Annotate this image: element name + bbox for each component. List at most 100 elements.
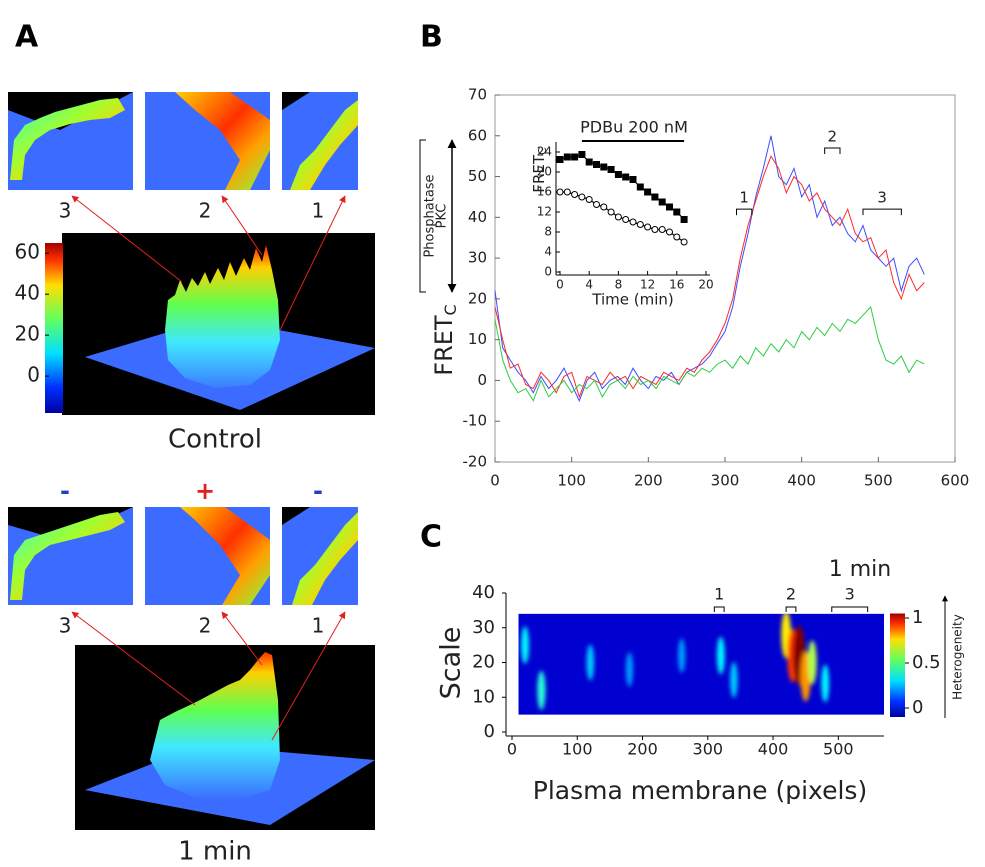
y-tick-label: 8 [544,225,552,239]
marker-circle [629,218,637,226]
marker-circle [680,238,688,246]
zoom-label: 3 [59,199,72,223]
y-tick-label: 30 [468,249,487,267]
marker-circle [614,213,622,221]
y-tick-label: 16 [537,185,552,199]
x-tick-label: 400 [787,472,816,490]
y-tick-label: 0 [544,265,552,279]
y-tick-label: 20 [472,652,495,673]
marker-square [622,173,630,181]
y-tick-label: 40 [472,582,495,603]
annotation: 2 [828,128,838,146]
annotation-bracket [862,208,902,216]
marker-square [680,216,688,223]
marker-circle [636,221,644,228]
series-line [494,155,925,399]
marker-square [644,188,652,196]
x-tick-label: 12 [640,278,655,292]
marker-square [578,151,586,158]
y-tick-label: 20 [537,165,552,179]
marker-circle [563,188,571,196]
y-tick-label: -10 [463,412,488,430]
colorbar-tick-label: 40 [15,281,40,305]
side-label: PKC [435,204,450,229]
marker-square [556,156,564,163]
marker-square [629,176,637,183]
side-label: Phosphatase [423,174,438,257]
heat-spot [521,626,529,664]
y-tick-label: 40 [468,208,487,226]
marker-circle [600,203,608,211]
colorbar-tick-label: 60 [15,240,40,264]
y-tick-label: 4 [544,245,552,259]
annotation: 1 [739,189,749,207]
y-axis-label-sub: C [441,304,460,315]
inset-title: PDBu 200 nM [580,118,688,137]
x-axis-label: Plasma membrane (pixels) [533,776,867,805]
marker-circle [556,188,564,196]
annotation-bracket [736,208,753,216]
marker-square [636,183,644,191]
surface-control [8,92,375,415]
marker-circle [571,191,579,198]
heat-spot [716,636,725,675]
marker-square [593,161,600,168]
heat-spot [807,640,817,685]
x-tick-label: 500 [864,472,893,490]
x-tick-label: 300 [711,472,740,490]
colorbar-label: Heterogeneity [951,614,965,700]
zoom-label: 1 [312,199,325,223]
marker-circle [651,226,659,233]
zoom-label: 1 [312,614,325,638]
marker-square [666,203,673,211]
x-tick-label: 0 [507,740,517,759]
panel-label: A [15,20,39,55]
y-axis-label-main: FRET [530,154,548,193]
annotation: 3 [845,585,855,604]
x-tick-label: 200 [634,472,663,490]
x-tick-label: 16 [669,278,684,292]
y-tick-label: 10 [468,330,487,348]
annotation-bracket [713,606,725,612]
caption: Control [168,425,262,455]
x-tick-label: 200 [627,740,658,759]
marker-square [585,158,593,166]
chart-title: 1 min [829,557,891,582]
x-tick-label: 20 [698,278,713,292]
y-tick-label: 0 [484,721,495,742]
marker-square [651,193,659,201]
caption: 1 min [178,837,252,867]
zoom-label: 2 [199,614,212,638]
marker-circle [585,196,593,203]
annotation-bracket [785,606,797,612]
colorbar-tick-label: 0 [27,363,40,387]
heat-spot [625,652,634,687]
annotation-bracket [824,147,841,155]
colorbar-tick-label: 0.5 [912,652,941,673]
y-axis-label: FRETC [530,147,550,193]
colorbar-tick-label: 0 [912,697,923,718]
y-tick-label: 20 [468,289,487,307]
colorbar-tick-label: 1 [912,607,923,628]
y-tick-label: 24 [537,145,552,159]
marker-square [571,153,579,161]
y-axis-label-main: FRET [430,315,458,376]
x-tick-label: 4 [585,278,593,292]
y-tick-label: 70 [468,86,487,104]
series-line [494,135,925,403]
heat-spot [586,644,595,681]
y-tick-label: 50 [468,167,487,185]
side-arrow [419,139,457,293]
heatmap-background [518,613,884,715]
marker-circle [622,216,630,223]
marker-circle [666,228,673,236]
colorbar [45,243,63,413]
change-sign: - [313,477,323,505]
y-tick-label: 10 [472,686,495,707]
y-tick-label: -20 [463,453,488,471]
series-line [494,305,925,402]
zoom-label: 3 [59,614,72,638]
heat-spot [537,670,546,710]
heat-spot [730,661,738,698]
heat-spot [821,664,830,703]
